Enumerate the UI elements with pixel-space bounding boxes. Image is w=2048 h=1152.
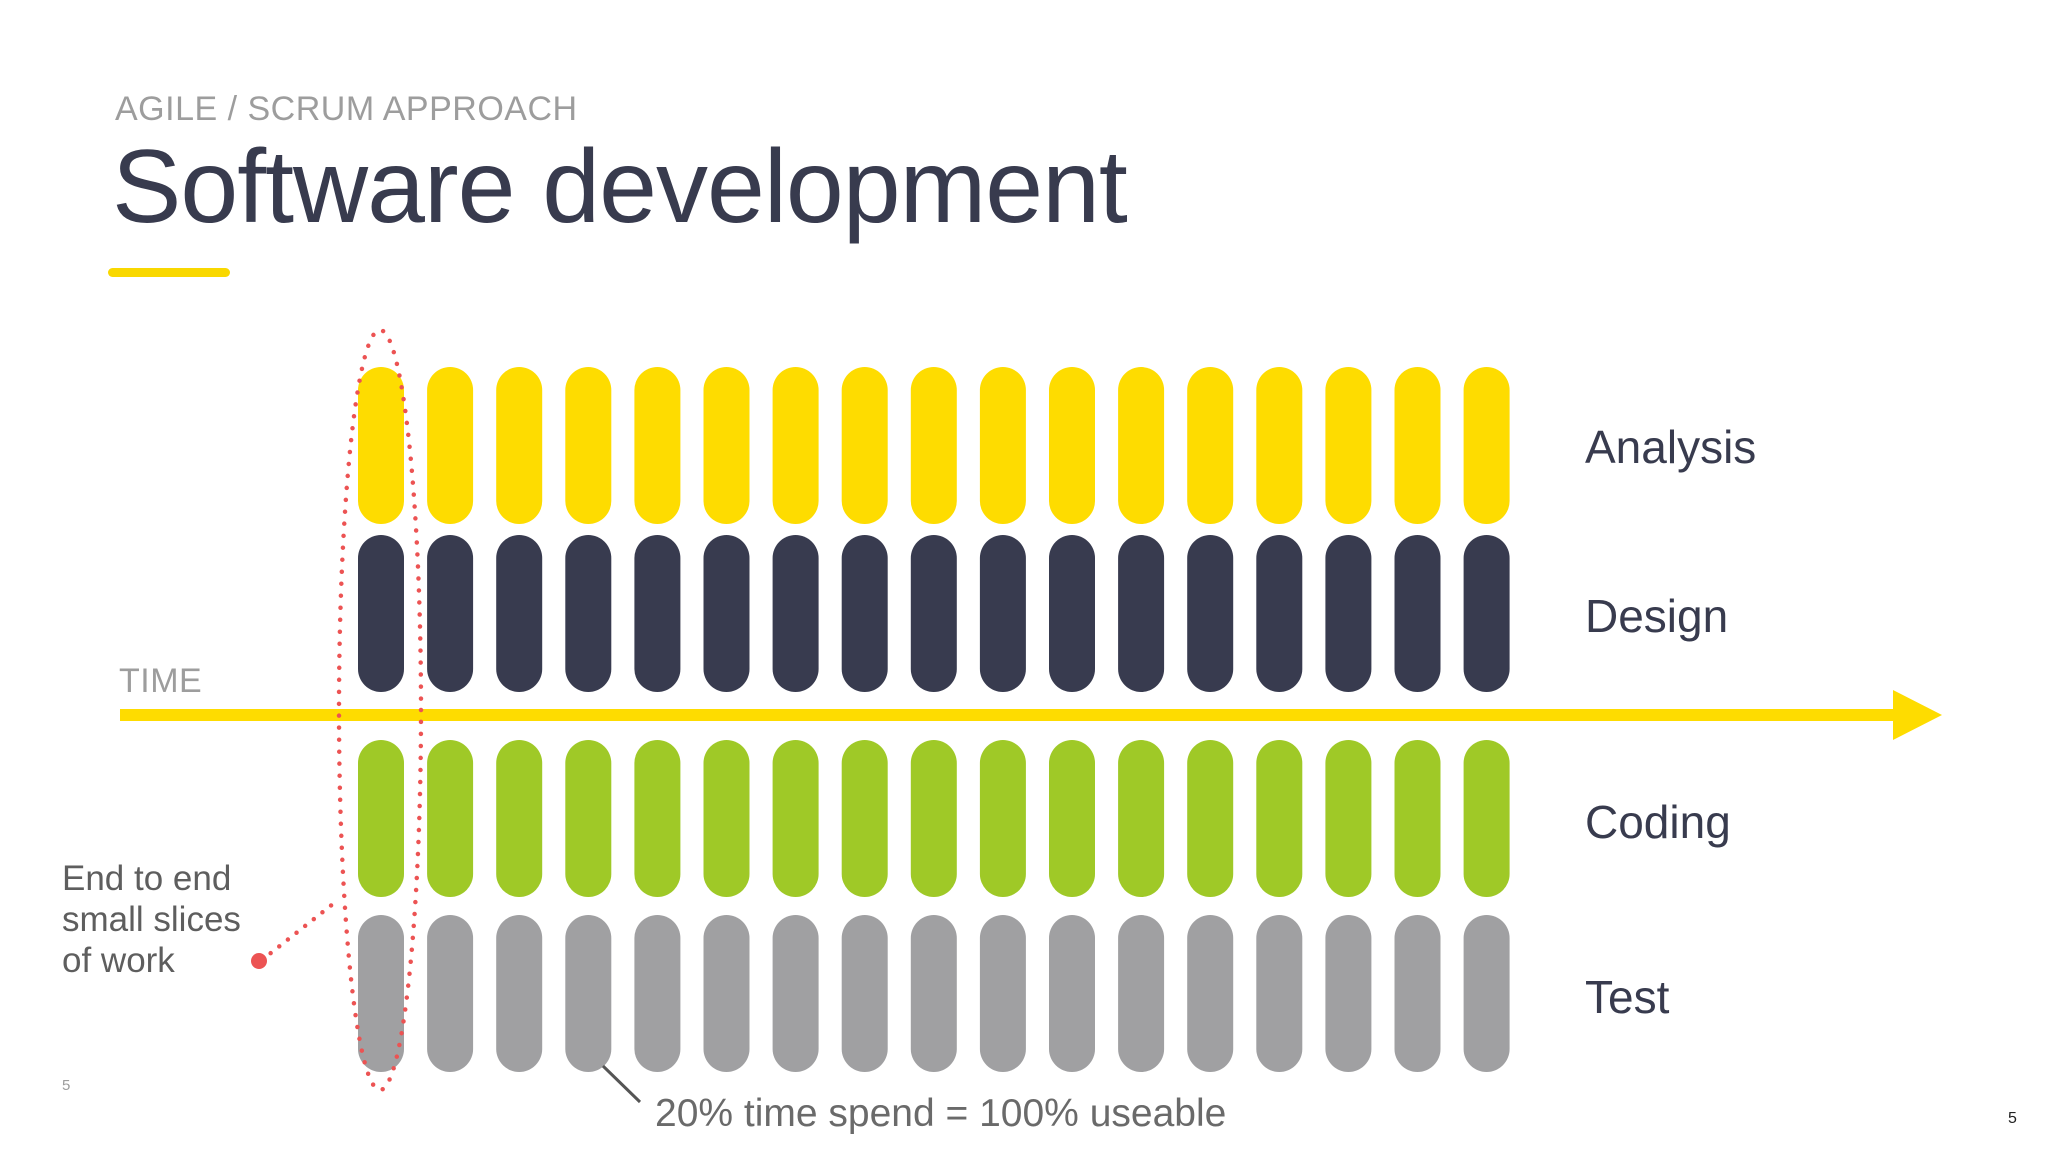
time-axis-arrowhead [1893,690,1942,740]
slice-test-11 [1049,915,1095,1072]
slice-analysis-7 [773,367,819,524]
slice-test-7 [773,915,819,1072]
slice-design-5 [634,535,680,692]
slice-analysis-12 [1118,367,1164,524]
slice-test-13 [1187,915,1233,1072]
slice-coding-7 [773,740,819,897]
slice-test-15 [1325,915,1371,1072]
slice-analysis-4 [565,367,611,524]
slice-coding-5 [634,740,680,897]
slice-coding-17 [1464,740,1510,897]
slice-coding-15 [1325,740,1371,897]
slice-coding-13 [1187,740,1233,897]
slice-coding-9 [911,740,957,897]
slice-design-17 [1464,535,1510,692]
slice-analysis-5 [634,367,680,524]
slice-analysis-11 [1049,367,1095,524]
slice-design-7 [773,535,819,692]
page-number-right: 5 [2008,1110,2017,1128]
slice-coding-16 [1395,740,1441,897]
time-label: TIME [119,662,202,701]
annotation-line-2: small slices [62,899,241,940]
slice-design-10 [980,535,1026,692]
slice-analysis-10 [980,367,1026,524]
row-label-coding: Coding [1585,795,1731,849]
annotation-leader-line [262,900,338,960]
slice-design-9 [911,535,957,692]
slice-coding-2 [427,740,473,897]
slice-test-17 [1464,915,1510,1072]
slice-coding-3 [496,740,542,897]
slice-analysis-17 [1464,367,1510,524]
row-label-test: Test [1585,970,1669,1024]
slice-test-10 [980,915,1026,1072]
slice-analysis-8 [842,367,888,524]
slice-design-3 [496,535,542,692]
annotation-dot [251,953,267,969]
slice-coding-12 [1118,740,1164,897]
annotation-text: End to end small slices of work [62,858,241,981]
slice-analysis-15 [1325,367,1371,524]
slice-coding-1 [358,740,404,897]
slice-design-4 [565,535,611,692]
slice-test-5 [634,915,680,1072]
slice-design-2 [427,535,473,692]
slice-design-11 [1049,535,1095,692]
slice-analysis-9 [911,367,957,524]
time-axis [120,690,1942,740]
caption-text: 20% time spend = 100% useable [655,1092,1226,1136]
caption-pointer-line [603,1066,640,1102]
slice-design-12 [1118,535,1164,692]
row-label-design: Design [1585,589,1728,643]
slice-test-12 [1118,915,1164,1072]
slice-test-2 [427,915,473,1072]
slice-design-6 [704,535,750,692]
slice-test-8 [842,915,888,1072]
slice-design-13 [1187,535,1233,692]
slice-design-1 [358,535,404,692]
annotation-line-1: End to end [62,858,241,899]
slice-design-15 [1325,535,1371,692]
slice-test-6 [704,915,750,1072]
slice-analysis-16 [1395,367,1441,524]
slice-coding-14 [1256,740,1302,897]
slice-test-4 [565,915,611,1072]
slice-analysis-2 [427,367,473,524]
slice-test-3 [496,915,542,1072]
slice-test-9 [911,915,957,1072]
time-axis-line [120,709,1900,721]
slice-coding-10 [980,740,1026,897]
row-label-analysis: Analysis [1585,420,1756,474]
slice-test-1 [358,915,404,1072]
slice-design-8 [842,535,888,692]
annotation-line-3: of work [62,940,241,981]
slice-coding-4 [565,740,611,897]
slice-coding-6 [704,740,750,897]
slice-design-16 [1395,535,1441,692]
slice-test-16 [1395,915,1441,1072]
slice-coding-8 [842,740,888,897]
slice-analysis-13 [1187,367,1233,524]
slice-test-14 [1256,915,1302,1072]
slice-design-14 [1256,535,1302,692]
slice-analysis-6 [704,367,750,524]
page-number-left: 5 [62,1077,70,1094]
slice-analysis-14 [1256,367,1302,524]
slice-analysis-1 [358,367,404,524]
slice-analysis-3 [496,367,542,524]
slice-coding-11 [1049,740,1095,897]
